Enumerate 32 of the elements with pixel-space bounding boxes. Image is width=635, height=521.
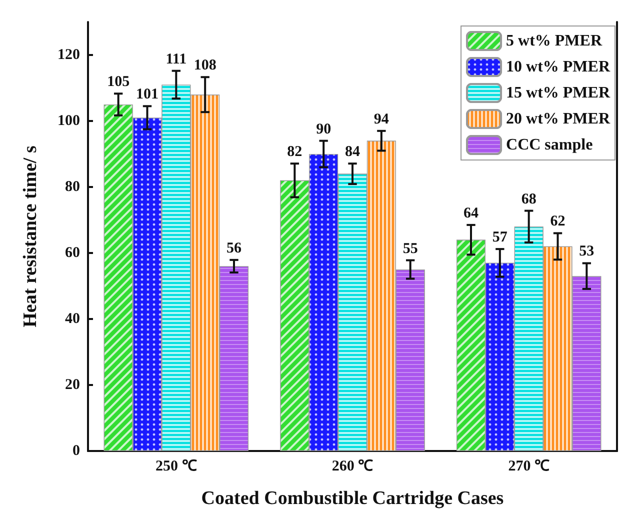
legend-label: 10 wt% PMER xyxy=(506,58,610,76)
data-label: 64 xyxy=(463,205,479,222)
data-label: 94 xyxy=(374,111,390,128)
x-tick-label: 250 ℃ xyxy=(156,458,197,474)
y-tick-label: 100 xyxy=(58,113,80,129)
y-tick-label: 60 xyxy=(65,245,80,261)
x-tick-label: 260 ℃ xyxy=(332,458,374,474)
data-label: 53 xyxy=(579,244,594,260)
legend-label: 15 wt% PMER xyxy=(506,84,610,102)
data-label: 68 xyxy=(521,191,536,208)
x-axis-title: Coated Combustible Cartridge Cases xyxy=(201,488,504,509)
data-label: 101 xyxy=(136,86,158,103)
data-label: 56 xyxy=(226,240,242,256)
legend-label: CCC sample xyxy=(506,136,593,154)
legend-label: 5 wt% PMER xyxy=(506,32,602,50)
y-tick-label: 0 xyxy=(72,443,80,459)
y-tick-label: 20 xyxy=(65,377,80,393)
y-tick-label: 40 xyxy=(65,311,80,327)
data-label: 90 xyxy=(316,121,332,138)
data-label: 108 xyxy=(194,58,216,74)
legend-label: 20 wt% PMER xyxy=(506,110,610,128)
data-label: 55 xyxy=(402,240,418,257)
data-label: 111 xyxy=(166,51,187,68)
y-axis-title: Heat resistance time/ s xyxy=(20,146,41,328)
data-label: 82 xyxy=(287,144,302,160)
data-label: 62 xyxy=(550,214,566,230)
y-tick-label: 80 xyxy=(65,179,80,195)
x-tick-label: 270 ℃ xyxy=(508,458,550,474)
data-label: 84 xyxy=(345,144,360,160)
data-label: 105 xyxy=(107,74,130,90)
y-tick-label: 120 xyxy=(58,47,80,63)
data-label: 57 xyxy=(492,230,508,246)
